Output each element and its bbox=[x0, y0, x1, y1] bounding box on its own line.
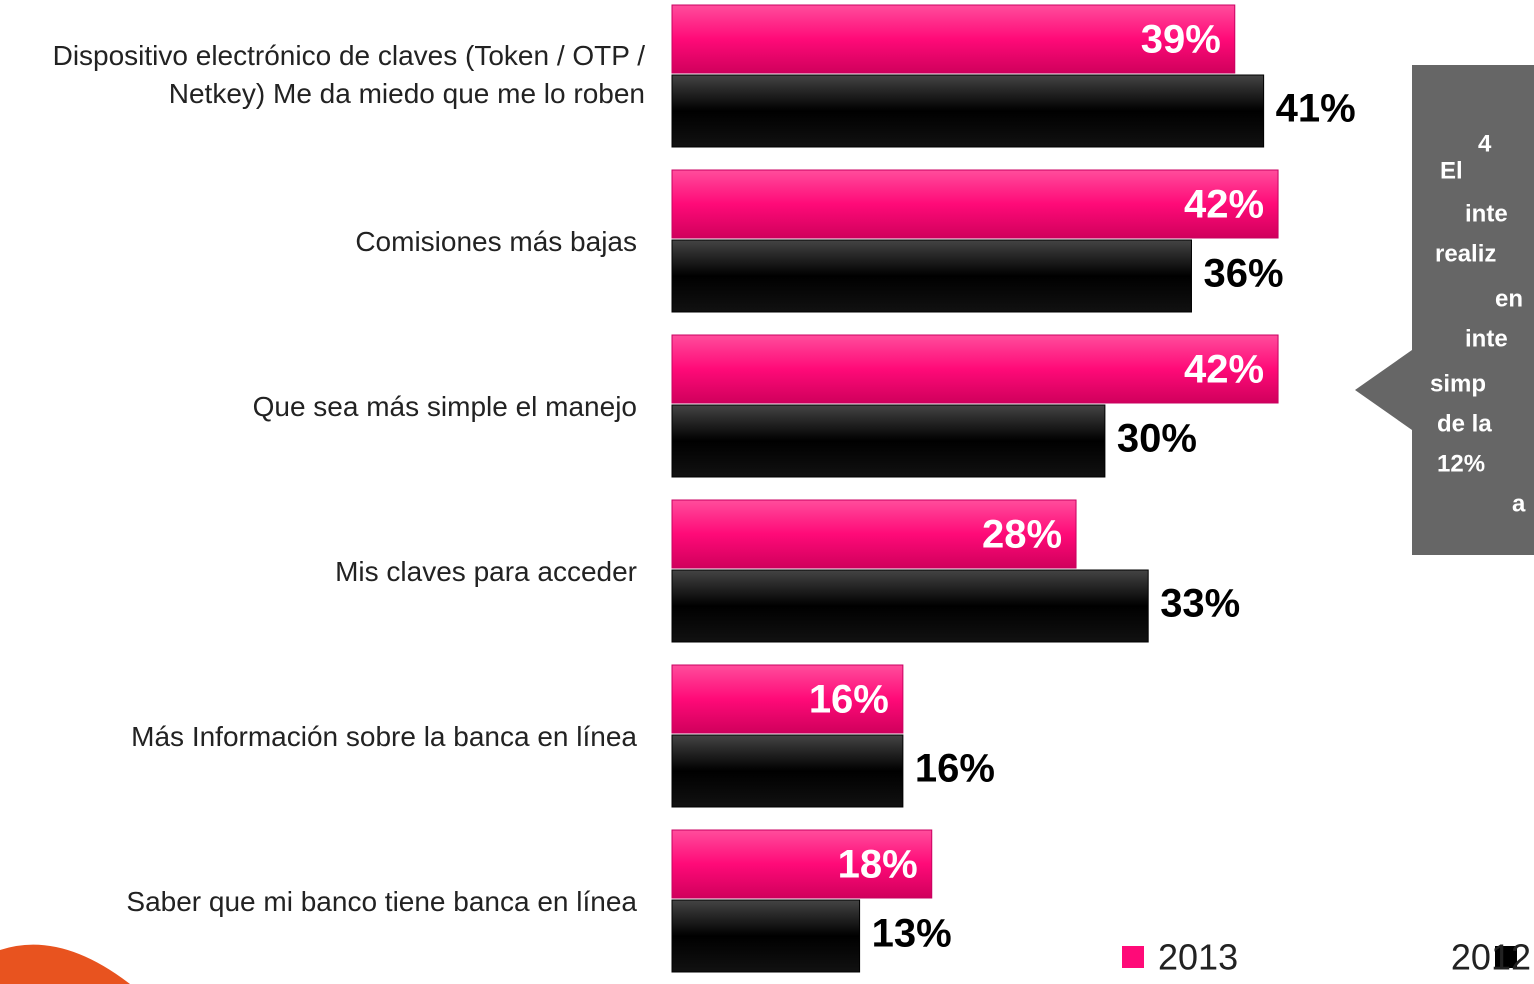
value-label: 33% bbox=[1160, 582, 1240, 626]
category-label: Dispositivo electrónico de claves (Token… bbox=[52, 40, 645, 109]
legend-label: 2012 bbox=[1451, 937, 1531, 978]
legend-swatch bbox=[1495, 946, 1517, 968]
bar bbox=[671, 829, 933, 899]
value-label: 18% bbox=[838, 843, 918, 887]
bar bbox=[671, 499, 1077, 569]
callout-text: 4 bbox=[1478, 130, 1492, 157]
value-label: 41% bbox=[1276, 87, 1356, 131]
callout-text: en bbox=[1495, 285, 1523, 312]
bar bbox=[671, 734, 904, 808]
bar bbox=[671, 4, 1236, 74]
bar bbox=[671, 334, 1279, 404]
value-label: 42% bbox=[1184, 348, 1264, 392]
value-label: 13% bbox=[872, 912, 952, 956]
category-label: Saber que mi banco tiene banca en línea bbox=[126, 886, 637, 917]
callout-text: a bbox=[1512, 490, 1526, 517]
value-label: 30% bbox=[1117, 417, 1197, 461]
category-label: Que sea más simple el manejo bbox=[252, 391, 637, 422]
value-label: 16% bbox=[809, 678, 889, 722]
decoration bbox=[0, 944, 130, 984]
callout-text: de la bbox=[1437, 410, 1492, 437]
category-label: Más Información sobre la banca en línea bbox=[131, 721, 637, 752]
callout-text: El bbox=[1440, 157, 1463, 184]
value-label: 28% bbox=[982, 513, 1062, 557]
callout-text: inte bbox=[1465, 200, 1508, 227]
value-label: 39% bbox=[1141, 18, 1221, 62]
callout-box bbox=[1355, 65, 1534, 555]
bar bbox=[671, 239, 1192, 313]
legend-swatch bbox=[1122, 946, 1144, 968]
category-label: Comisiones más bajas bbox=[355, 226, 637, 257]
bar bbox=[671, 664, 904, 734]
bar bbox=[671, 899, 861, 973]
value-label: 36% bbox=[1203, 252, 1283, 296]
category-label: Mis claves para acceder bbox=[335, 556, 637, 587]
bar bbox=[671, 74, 1265, 148]
callout-text: 12% bbox=[1437, 450, 1485, 477]
value-label: 16% bbox=[915, 747, 995, 791]
value-label: 42% bbox=[1184, 183, 1264, 227]
bar bbox=[671, 569, 1149, 643]
bar bbox=[671, 404, 1106, 478]
callout-text: simp bbox=[1430, 370, 1486, 397]
callout-text: inte bbox=[1465, 325, 1508, 352]
callout-text: realiz bbox=[1435, 240, 1496, 267]
bar bbox=[671, 169, 1279, 239]
legend-label: 2013 bbox=[1158, 937, 1238, 978]
